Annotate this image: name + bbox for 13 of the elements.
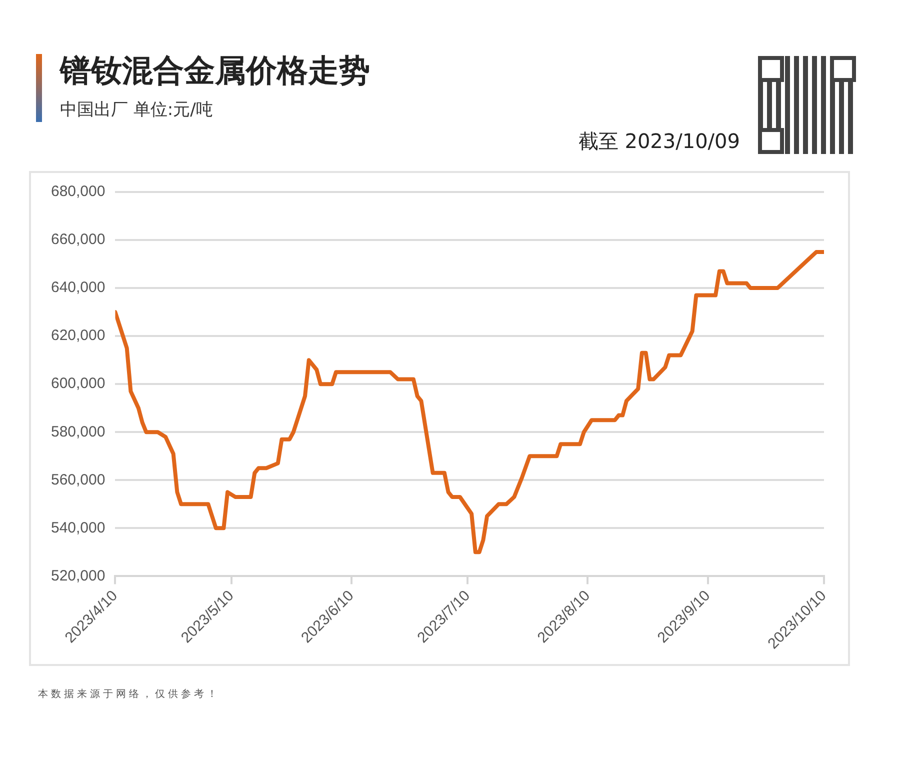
- chart-title: 镨钕混合金属价格走势: [60, 52, 370, 91]
- y-tick-label: 600,000: [50, 375, 106, 392]
- y-tick-label: 560,000: [50, 471, 106, 488]
- y-tick-label: 580,000: [50, 423, 106, 440]
- text: 截至 2023/10/09: [578, 128, 740, 155]
- y-tick-label: 640,000: [50, 279, 106, 296]
- y-tick-label: 680,000: [50, 183, 106, 200]
- y-tick-label: 660,000: [50, 231, 106, 248]
- y-tick-label: 540,000: [50, 519, 106, 536]
- chart-subtitle: 中国出厂 单位:元/吨: [60, 99, 213, 121]
- text: 本数据来源于网络，仅供参考！: [38, 688, 220, 701]
- y-tick-label: 620,000: [50, 327, 106, 344]
- y-tick-label: 520,000: [50, 567, 106, 584]
